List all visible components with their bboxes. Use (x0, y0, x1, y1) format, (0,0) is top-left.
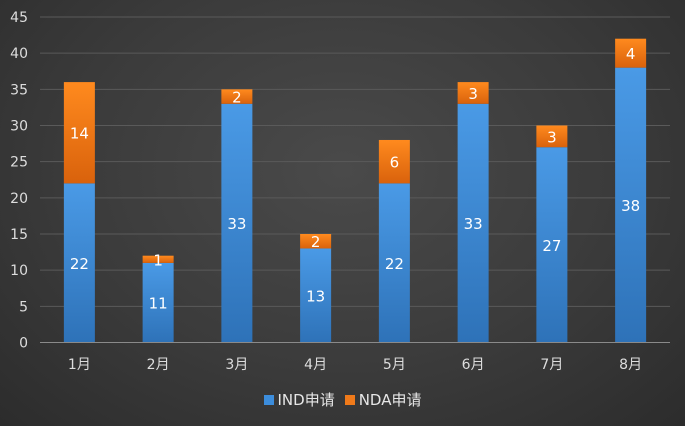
y-axis-ticks: 0 5 10 15 20 25 30 35 40 45 (10, 10, 28, 352)
legend-label-ind: IND申请 (277, 391, 335, 409)
y-tick-label: 45 (10, 10, 28, 26)
data-label-ind: 33 (227, 215, 246, 233)
bar-ind (457, 103, 489, 343)
data-label-ind: 11 (149, 295, 168, 313)
data-label-ind: 13 (306, 287, 325, 305)
y-tick-label: 35 (10, 82, 28, 98)
x-tick-label: 6月 (462, 357, 485, 373)
x-tick-label: 7月 (540, 357, 563, 373)
data-label-ind: 27 (542, 237, 561, 255)
x-tick-label: 2月 (147, 357, 170, 373)
data-label-nda: 1 (153, 251, 163, 269)
bar-nda (536, 125, 568, 148)
data-label-nda: 3 (468, 85, 478, 103)
data-label-nda: 14 (70, 125, 89, 143)
bar-nda (300, 234, 332, 249)
gridlines (40, 16, 670, 307)
x-tick-label: 4月 (304, 357, 327, 373)
legend: IND申请 NDA申请 (0, 389, 685, 410)
data-label-ind: 22 (385, 255, 404, 273)
bar-nda (63, 82, 95, 184)
data-label-ind: 22 (70, 255, 89, 273)
bar-ind (615, 67, 647, 343)
y-tick-label: 5 (19, 299, 28, 315)
y-tick-label: 30 (10, 119, 28, 135)
bar-ind (536, 147, 568, 343)
legend-swatch-ind (263, 394, 274, 405)
y-tick-label: 20 (10, 191, 28, 207)
x-axis-ticks: 1月 2月 3月 4月 5月 6月 7月 8月 (68, 357, 642, 373)
bar-ind (378, 183, 410, 343)
data-label-nda: 6 (390, 154, 400, 172)
bar-ind (300, 248, 332, 343)
y-tick-label: 25 (10, 155, 28, 171)
x-tick-label: 5月 (383, 357, 406, 373)
x-tick-label: 1月 (68, 357, 91, 373)
y-tick-label: 15 (10, 227, 28, 243)
y-tick-label: 10 (10, 263, 28, 279)
legend-swatch-nda (344, 394, 355, 405)
data-label-ind: 33 (464, 215, 483, 233)
bar-nda (142, 255, 174, 263)
data-label-nda: 4 (626, 45, 636, 63)
bar-ind (221, 103, 253, 343)
legend-item-nda: NDA申请 (344, 389, 422, 410)
bar-ind (63, 183, 95, 343)
data-label-nda: 2 (232, 89, 242, 107)
x-tick-label: 3月 (225, 357, 248, 373)
data-label-nda: 2 (311, 233, 321, 251)
bar-nda (221, 89, 253, 104)
bar-nda (378, 139, 410, 184)
legend-label-nda: NDA申请 (358, 391, 422, 409)
bar-nda (615, 38, 647, 68)
y-tick-label: 0 (19, 336, 28, 352)
data-label-ind: 38 (621, 197, 640, 215)
legend-item-ind: IND申请 (263, 389, 335, 410)
bar-nda (457, 82, 489, 104)
data-label-nda: 3 (547, 128, 557, 146)
y-tick-label: 40 (10, 46, 28, 62)
bar-ind (142, 262, 174, 343)
x-tick-label: 8月 (619, 357, 642, 373)
